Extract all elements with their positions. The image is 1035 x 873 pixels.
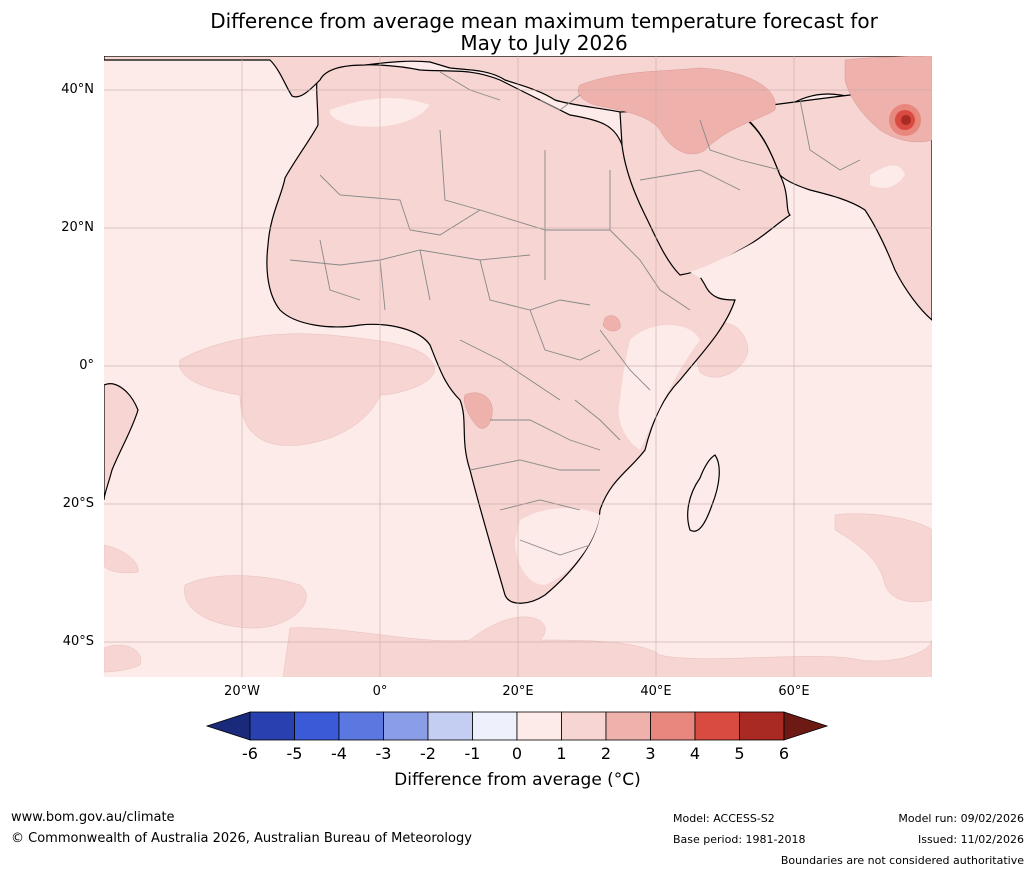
anomaly-gabon <box>464 392 493 429</box>
colorbar-tick-label: -4 <box>331 744 347 763</box>
ocean-anomaly-southwest <box>104 544 139 574</box>
south-america-edge <box>104 383 139 501</box>
country-boundaries <box>289 71 861 556</box>
colorbar-swatch <box>472 711 518 741</box>
anomaly-ethiopia <box>602 315 621 332</box>
footer-model: Model: ACCESS-S2 <box>673 812 775 825</box>
lat-label-40n: 40°N <box>61 82 94 97</box>
anomaly-turkey-caspian <box>577 67 776 155</box>
colorbar-tick-label: 6 <box>778 744 790 763</box>
map-gridlines <box>104 56 932 677</box>
lat-label-40s: 40°S <box>62 634 94 649</box>
title-line-2: May to July 2026 <box>460 31 628 55</box>
footer-model-run: Model run: 09/02/2026 <box>898 812 1024 825</box>
colorbar-swatch <box>516 711 562 741</box>
ocean-anomaly-sw-corner <box>104 644 141 673</box>
colorbar-swatch <box>561 711 607 741</box>
footer-base-period: Base period: 1981-2018 <box>673 833 806 846</box>
colorbar-tick-label: 5 <box>734 744 745 763</box>
ocean-anomaly-atlantic <box>179 333 435 446</box>
colorbar-swatch <box>249 711 295 741</box>
title-line-1: Difference from average mean maximum tem… <box>210 9 878 33</box>
colorbar-swatch <box>427 711 473 741</box>
forecast-map <box>104 56 932 677</box>
colorbar-swatch <box>338 711 384 741</box>
colorbar-tick-label: -3 <box>375 744 392 763</box>
lat-label-20n: 20°N <box>61 220 94 235</box>
footer-copyright: © Commonwealth of Australia 2026, Austra… <box>11 831 472 846</box>
madagascar-island <box>687 454 720 532</box>
pale-region-arabia-south <box>690 230 775 278</box>
asia-landmass <box>733 91 932 321</box>
lat-label-20s: 20°S <box>62 496 94 511</box>
colorbar-extend-low <box>205 711 251 741</box>
colorbar-swatch <box>694 711 740 741</box>
colorbar-tick-label: -1 <box>464 744 481 763</box>
footer-url[interactable]: www.bom.gov.au/climate <box>11 810 175 825</box>
pale-region-southern-africa <box>515 508 600 585</box>
pale-region-east-africa <box>618 325 700 450</box>
lon-label-40e: 40°E <box>640 684 672 699</box>
colorbar-tick-label: -2 <box>420 744 436 763</box>
colorbar-swatch <box>383 711 429 741</box>
colorbar-tick-label: -5 <box>286 744 303 763</box>
colorbar-label: Difference from average (°C) <box>394 770 641 790</box>
colorbar-tick-label: 3 <box>645 744 656 763</box>
lon-label-0: 0° <box>372 684 388 699</box>
chart-title: Difference from average mean maximum tem… <box>0 10 1035 54</box>
colorbar-tick-label: -6 <box>242 744 258 763</box>
colorbar-swatch <box>294 711 340 741</box>
footer-issued: Issued: 11/02/2026 <box>917 833 1024 846</box>
anomaly-hotspot-core <box>901 115 911 125</box>
colorbar <box>205 711 829 741</box>
lon-label-20w: 20°W <box>224 684 260 699</box>
lon-label-60e: 60°E <box>778 684 810 699</box>
colorbar-tick-label: 2 <box>600 744 612 763</box>
colorbar-swatch <box>605 711 651 741</box>
pale-region-india <box>870 165 905 188</box>
colorbar-tick-label: 0 <box>511 744 523 763</box>
colorbar-tick-label: 4 <box>689 744 701 763</box>
ocean-anomaly-south-atlantic <box>184 575 307 629</box>
lon-label-20e: 20°E <box>502 684 534 699</box>
colorbar-extend-high <box>783 711 829 741</box>
ocean-anomaly-southern <box>282 616 932 677</box>
lat-label-equator: 0° <box>79 358 94 373</box>
colorbar-tick-label: 1 <box>556 744 567 763</box>
footer-disclaimer: Boundaries are not considered authoritat… <box>780 854 1024 867</box>
colorbar-swatch <box>650 711 696 741</box>
colorbar-swatch <box>739 711 785 741</box>
ocean-anomaly-indian <box>834 513 932 603</box>
